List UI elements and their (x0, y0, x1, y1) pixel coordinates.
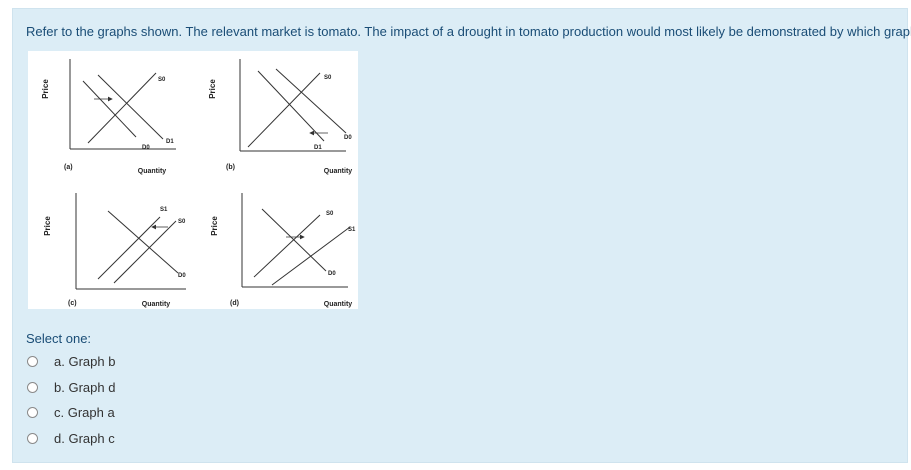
curve-label: D0 (328, 271, 336, 277)
axis-x-label: Quantity (142, 301, 170, 308)
radio-button[interactable] (27, 381, 38, 393)
curve-label: S0 (178, 219, 186, 225)
curve-label: S1 (160, 207, 168, 213)
answer-option-label[interactable]: c. Graph a (54, 405, 115, 421)
answer-options: a. Graph b b. Graph d c. Graph a d. Grap… (27, 349, 115, 451)
answer-option-a[interactable]: a. Graph b (27, 349, 115, 375)
curve-label: S0 (326, 211, 334, 217)
radio-button[interactable] (27, 432, 38, 444)
question-container: Refer to the graphs shown. The relevant … (12, 8, 911, 463)
answer-option-label[interactable]: d. Graph c (54, 430, 115, 446)
axis-x-label: Quantity (138, 168, 166, 175)
graph-b: Price S0 D0 D1 (b) Quantity (208, 59, 352, 175)
graph-d: Price S0 S1 D0 (d) Quantity (210, 193, 356, 308)
axis-x-label: Quantity (324, 301, 352, 308)
curve-label: S0 (324, 75, 332, 81)
graph-c: Price S1 S0 D0 (c) Quantity (43, 193, 186, 308)
graph-a: Price S0 D0 D1 (a) Quantity (41, 59, 176, 175)
axis-y-label: Price (41, 79, 50, 99)
answer-option-label[interactable]: b. Graph d (54, 379, 116, 395)
supply-demand-figure: Price S0 D0 D1 (a) Quantity Price (28, 51, 358, 309)
graph-letter: (b) (226, 164, 235, 171)
question-text: Refer to the graphs shown. The relevant … (26, 24, 911, 39)
answer-option-c[interactable]: c. Graph a (27, 400, 115, 426)
answer-option-label[interactable]: a. Graph b (54, 354, 116, 370)
axis-y-label: Price (208, 79, 217, 99)
curve-label: D0 (344, 135, 352, 141)
axis-y-label: Price (210, 216, 219, 236)
axis-x-label: Quantity (324, 168, 352, 175)
answer-option-b[interactable]: b. Graph d (27, 375, 115, 401)
select-one-label: Select one: (26, 331, 92, 346)
curve-label: S1 (348, 227, 356, 233)
curve-label: D0 (142, 145, 150, 151)
curve-label: D1 (314, 145, 322, 151)
curve-label: D1 (166, 139, 174, 145)
graph-letter: (a) (64, 164, 73, 171)
radio-button[interactable] (27, 356, 38, 368)
graph-letter: (d) (230, 300, 239, 307)
curve-label: D0 (178, 273, 186, 279)
curve-label: S0 (158, 77, 166, 83)
radio-button[interactable] (27, 407, 38, 419)
axis-y-label: Price (43, 216, 52, 236)
graph-letter: (c) (68, 300, 77, 307)
answer-option-d[interactable]: d. Graph c (27, 426, 115, 452)
